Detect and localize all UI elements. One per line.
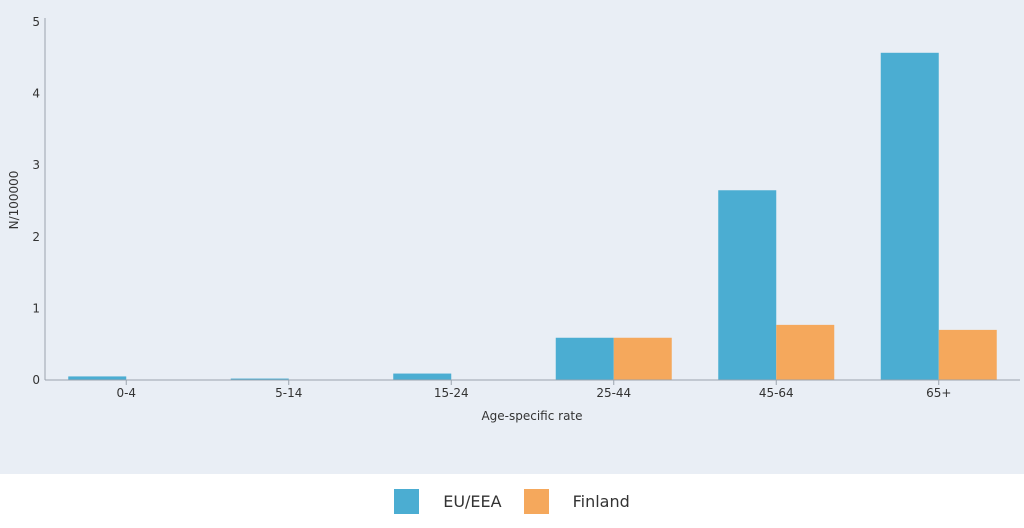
bar-eu-eea-15-24[interactable]	[393, 373, 452, 380]
legend-label-finland: Finland	[572, 491, 630, 511]
x-tick-label: 25-44	[596, 386, 631, 400]
y-ticks: 0 1 2 3 4 5	[32, 15, 40, 387]
x-tick-label: 0-4	[116, 386, 136, 400]
bars-layer	[68, 52, 997, 381]
y-tick-label: 2	[32, 230, 40, 244]
bar-eu-eea-5-14[interactable]	[230, 378, 289, 380]
x-ticks: 0-4 5-14 15-24 25-44 45-64 65+	[116, 380, 951, 400]
bar-eu-eea-25-44[interactable]	[555, 337, 614, 380]
x-tick-label: 5-14	[275, 386, 302, 400]
legend-swatch-eu-eea	[394, 488, 420, 514]
y-tick-label: 3	[32, 158, 40, 172]
x-tick-label: 65+	[926, 386, 951, 400]
y-axis-title: N/100000	[7, 171, 21, 230]
y-tick-label: 0	[32, 373, 40, 387]
bar-eu-eea-65-[interactable]	[880, 52, 939, 381]
bar-eu-eea-0-4[interactable]	[68, 376, 127, 380]
chart-area	[0, 0, 1024, 474]
bar-finland-25-44[interactable]	[613, 337, 672, 380]
x-tick-label: 45-64	[759, 386, 794, 400]
legend-label-eu-eea: EU/EEA	[443, 491, 502, 511]
y-tick-label: 5	[32, 15, 40, 29]
bar-chart: 0 1 2 3 4 5 0-4 5-14 15-24 25-44 45-64 65+ N/10000…	[7, 15, 1020, 423]
bar-finland-45-64[interactable]	[776, 324, 835, 380]
legend-item-finland[interactable]: Finland	[523, 488, 630, 514]
legend: EU/EEA Finland	[0, 474, 1024, 528]
legend-swatch-finland	[523, 488, 549, 514]
legend-item-eu-eea[interactable]: EU/EEA	[394, 488, 502, 514]
x-tick-label: 15-24	[434, 386, 469, 400]
x-axis-title: Age-specific rate	[481, 409, 582, 423]
y-tick-label: 4	[32, 87, 40, 101]
y-tick-label: 1	[32, 301, 40, 315]
bar-eu-eea-45-64[interactable]	[718, 190, 777, 380]
bar-finland-65-[interactable]	[938, 329, 997, 380]
